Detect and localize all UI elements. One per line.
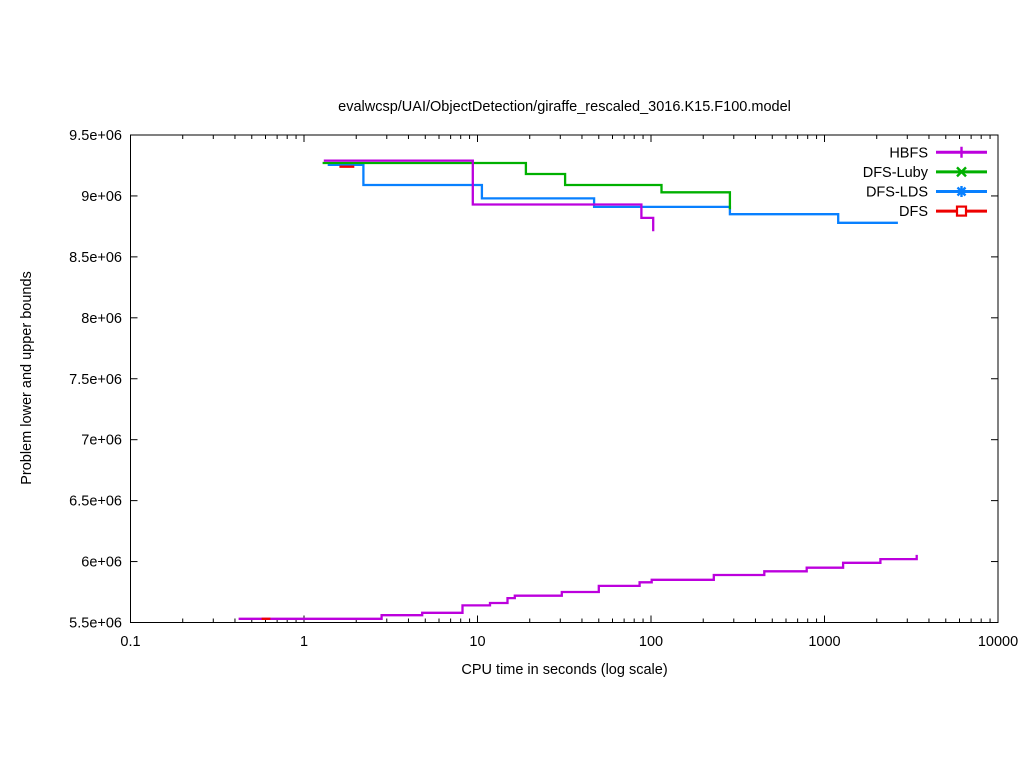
cross-icon [956,166,967,178]
legend-label: DFS [899,204,928,220]
x-tick-label: 1 [300,634,308,650]
plus-icon [956,146,967,158]
x-tick-label: 1000 [808,634,840,650]
y-tick-label: 5.5e+06 [69,616,122,632]
x-tick-label: 10000 [978,634,1018,650]
y-tick-label: 9.5e+06 [69,128,122,144]
x-tick-label: 100 [639,634,663,650]
curve-DFS-Luby-upper [322,161,732,210]
square-open-icon [955,205,968,217]
y-tick-label: 9e+06 [81,189,122,205]
legend-label: DFS-LDS [866,185,928,201]
plot-border [130,134,999,623]
y-tick-label: 8.5e+06 [69,250,122,266]
y-tick-label: 7e+06 [81,433,122,449]
y-tick-label: 7.5e+06 [69,372,122,388]
curve-DFS-LDS-upper [327,163,898,224]
legend-label: HBFS [889,145,928,161]
x-tick-label: 10 [469,634,485,650]
chart-title: evalwcsp/UAI/ObjectDetection/giraffe_res… [338,99,791,115]
y-tick-label: 8e+06 [81,311,122,327]
legend-label: DFS-Luby [863,165,929,181]
x-tick-label: 0.1 [120,634,140,650]
y-tick-label: 6e+06 [81,555,122,571]
curve-HBFS-upper [323,159,655,232]
curve-HBFS-lower [238,554,918,620]
y-tick-label: 6.5e+06 [69,494,122,510]
x-axis-label: CPU time in seconds (log scale) [461,662,668,678]
asterisk-icon [956,186,967,197]
